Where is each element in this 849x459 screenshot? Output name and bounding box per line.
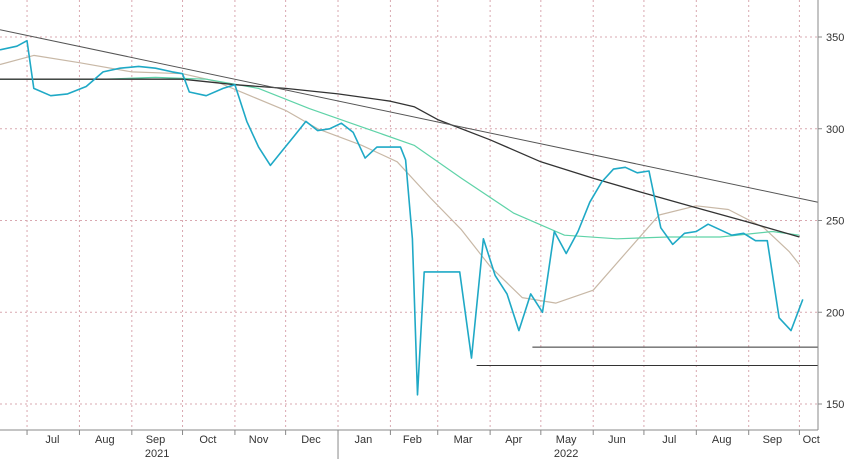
year-label: 2022	[554, 448, 578, 459]
series-line-price	[0, 39, 804, 396]
trendline-trend	[0, 29, 819, 203]
series-line-ma_short	[0, 54, 800, 304]
y-tick-label: 250	[826, 216, 844, 228]
x-tick-label: Oct	[199, 434, 216, 446]
y-tick-label: 200	[826, 307, 844, 319]
trend-lines	[0, 29, 819, 366]
x-tick-label: Aug	[95, 434, 115, 446]
x-tick-label: Sep	[146, 434, 166, 446]
x-tick-label: Jul	[45, 434, 59, 446]
series-line-ma_long	[0, 78, 800, 238]
series-lines	[0, 39, 804, 396]
x-tick-label: Sep	[763, 434, 783, 446]
x-tick-label: Jan	[354, 434, 372, 446]
x-tick-label: Dec	[301, 434, 321, 446]
x-tick-label: Mar	[454, 434, 473, 446]
x-tick-label: Oct	[803, 434, 820, 446]
x-tick-label: Jul	[662, 434, 676, 446]
x-tick-label: May	[556, 434, 577, 446]
year-label: 2021	[145, 448, 169, 459]
y-tick-label: 350	[826, 32, 844, 44]
x-tick-label: Feb	[403, 434, 422, 446]
y-tick-label: 300	[826, 124, 844, 136]
x-tick-label: Nov	[249, 434, 269, 446]
x-tick-label: Apr	[505, 434, 522, 446]
x-tick-label: Jun	[608, 434, 626, 446]
grid-lines	[0, 0, 818, 430]
series-line-ma_mid	[0, 76, 800, 240]
y-tick-label: 150	[826, 399, 844, 411]
x-tick-label: Aug	[712, 434, 732, 446]
